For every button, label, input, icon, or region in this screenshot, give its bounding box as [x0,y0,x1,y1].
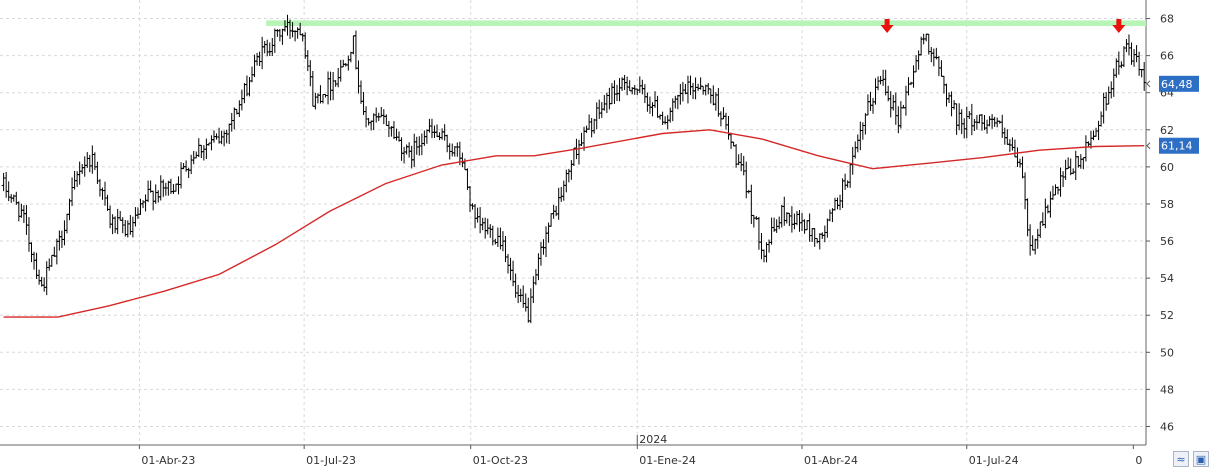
ma-value-label-pointer [1146,142,1151,150]
y-tick-label: 68 [1160,13,1174,26]
last-price-label-text: 64,48 [1161,78,1193,91]
y-tick-label: 66 [1160,50,1174,63]
moving-average-line [3,129,1145,318]
year-marker-label: 2024 [639,433,667,446]
x-tick-label: 01-Oct-23 [473,454,528,467]
x-tick-label: 01-Abr-24 [804,454,858,467]
down-arrow-icon [880,19,894,33]
x-tick-label: 01-Jul-23 [306,454,356,467]
last-price-label-box [1159,75,1199,92]
save-icon[interactable]: ▣ [1193,451,1209,467]
y-tick-label: 54 [1160,272,1174,285]
y-tick-label: 60 [1160,161,1174,174]
y-tick-label: 46 [1160,420,1174,433]
y-tick-label: 52 [1160,309,1174,322]
y-tick-label: 62 [1160,124,1174,137]
y-tick-label: 48 [1160,383,1174,396]
x-tick-label: 01-Ene-24 [639,454,696,467]
y-tick-label: 50 [1160,346,1174,359]
y-tick-label: 58 [1160,198,1174,211]
x-tick-label: 01-Jul-24 [969,454,1019,467]
ma-value-label-box [1159,137,1199,154]
x-tick-label: 01-Abr-23 [141,454,195,467]
ma-value-label-text: 61,14 [1161,140,1193,153]
x-tick-label: 0 [1135,454,1142,467]
down-arrow-icon [1112,19,1126,33]
zoom-icon[interactable]: ≈ [1173,451,1189,467]
last-price-label-pointer [1146,80,1151,88]
y-tick-label: 56 [1160,235,1174,248]
resistance-band [266,20,1146,26]
